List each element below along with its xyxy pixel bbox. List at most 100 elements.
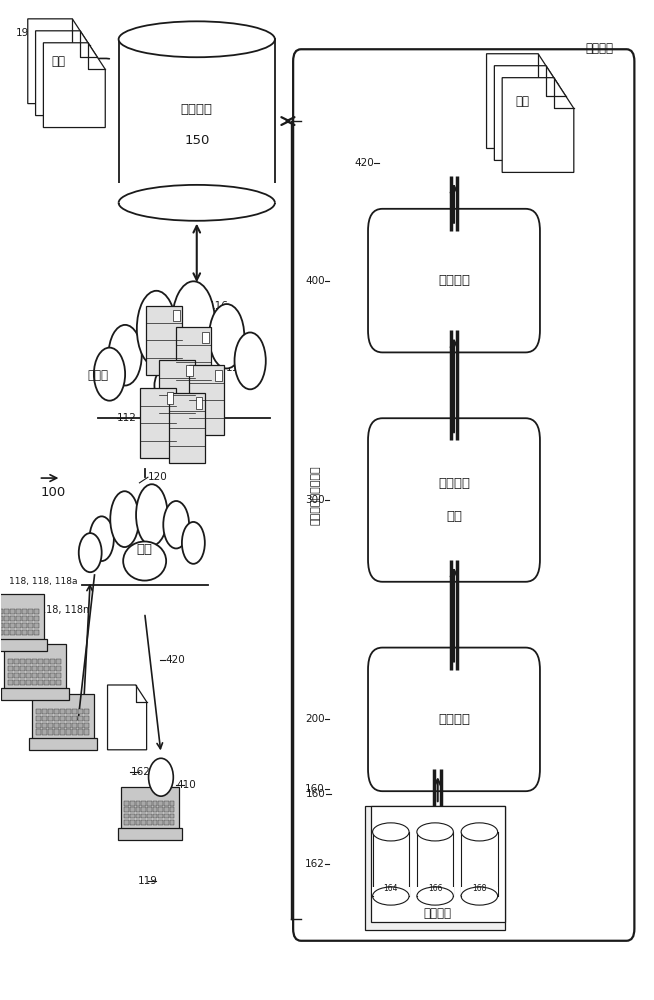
FancyBboxPatch shape — [366, 806, 505, 930]
Text: 持久性子: 持久性子 — [438, 477, 470, 490]
Ellipse shape — [417, 887, 453, 905]
Bar — [14, 659, 19, 664]
Bar — [0, 623, 3, 628]
Bar — [20, 680, 25, 685]
Text: 119: 119 — [138, 876, 158, 886]
Polygon shape — [494, 66, 566, 160]
Text: 400: 400 — [305, 276, 325, 286]
Text: 114: 114 — [226, 363, 246, 373]
Text: 摄取数据: 摄取数据 — [424, 907, 452, 920]
Bar — [38, 659, 43, 664]
Bar — [28, 609, 33, 614]
Bar — [48, 716, 53, 721]
Bar — [22, 623, 27, 628]
Bar — [147, 814, 152, 818]
Text: 300: 300 — [305, 495, 325, 505]
Bar — [10, 630, 15, 635]
Bar — [20, 659, 25, 664]
Bar — [9, 680, 13, 685]
Polygon shape — [43, 43, 105, 128]
Bar — [130, 814, 135, 818]
Bar — [32, 680, 37, 685]
Bar — [50, 680, 55, 685]
Bar — [48, 709, 53, 714]
Bar — [158, 801, 163, 806]
Bar — [44, 680, 49, 685]
Bar — [20, 673, 25, 678]
Text: 164: 164 — [383, 884, 398, 893]
Bar — [43, 723, 47, 728]
FancyBboxPatch shape — [0, 639, 47, 651]
Bar — [169, 814, 174, 818]
Polygon shape — [107, 685, 146, 750]
Bar — [66, 716, 71, 721]
Ellipse shape — [90, 516, 114, 561]
Ellipse shape — [164, 501, 189, 548]
Bar — [54, 729, 59, 735]
Bar — [54, 716, 59, 721]
Bar — [372, 887, 409, 896]
Text: 420: 420 — [354, 158, 374, 168]
FancyBboxPatch shape — [1, 688, 69, 700]
Ellipse shape — [373, 887, 409, 905]
Bar — [56, 666, 61, 671]
Ellipse shape — [123, 541, 166, 581]
Bar — [0, 609, 3, 614]
Bar — [84, 709, 89, 714]
Bar — [120, 787, 179, 831]
Bar — [34, 630, 39, 635]
Text: 数据存储: 数据存储 — [181, 103, 213, 116]
Ellipse shape — [118, 185, 275, 221]
Bar — [84, 716, 89, 721]
Bar — [66, 709, 71, 714]
Bar — [0, 594, 44, 641]
Bar — [164, 814, 169, 818]
Bar — [32, 673, 37, 678]
FancyBboxPatch shape — [368, 648, 540, 791]
Bar — [32, 666, 37, 671]
Bar — [26, 666, 31, 671]
Text: 410: 410 — [177, 780, 196, 790]
Text: 数据: 数据 — [515, 95, 529, 108]
Bar — [164, 801, 169, 806]
Bar — [43, 716, 47, 721]
Bar — [50, 666, 55, 671]
Bar — [169, 807, 174, 812]
Bar — [78, 723, 83, 728]
Bar — [48, 723, 53, 728]
Text: 网络: 网络 — [137, 543, 152, 556]
Bar — [9, 659, 13, 664]
Bar — [136, 801, 141, 806]
Bar — [22, 616, 27, 621]
FancyBboxPatch shape — [368, 418, 540, 582]
Ellipse shape — [209, 304, 245, 368]
Bar — [173, 310, 180, 321]
Ellipse shape — [373, 823, 409, 841]
Ellipse shape — [94, 348, 125, 401]
Bar — [124, 814, 129, 818]
Bar — [16, 630, 21, 635]
Bar — [28, 630, 33, 635]
FancyBboxPatch shape — [368, 209, 540, 352]
Bar — [26, 673, 31, 678]
Ellipse shape — [101, 318, 267, 422]
Bar — [60, 709, 65, 714]
Bar — [54, 723, 59, 728]
Bar — [72, 716, 77, 721]
Bar — [56, 680, 61, 685]
Polygon shape — [487, 54, 558, 148]
Text: 100: 100 — [41, 486, 65, 499]
Bar — [158, 814, 163, 818]
Bar — [34, 616, 39, 621]
Text: 云环境: 云环境 — [87, 369, 109, 382]
Bar — [43, 709, 47, 714]
Text: 118, 118n: 118, 118n — [41, 605, 90, 615]
Bar — [22, 630, 27, 635]
Bar — [215, 370, 222, 381]
Bar — [56, 673, 61, 678]
Bar — [38, 673, 43, 678]
Text: 结构化数据搜索系统: 结构化数据搜索系统 — [310, 465, 320, 525]
Polygon shape — [35, 31, 97, 116]
Bar — [186, 365, 193, 376]
FancyBboxPatch shape — [29, 738, 97, 750]
